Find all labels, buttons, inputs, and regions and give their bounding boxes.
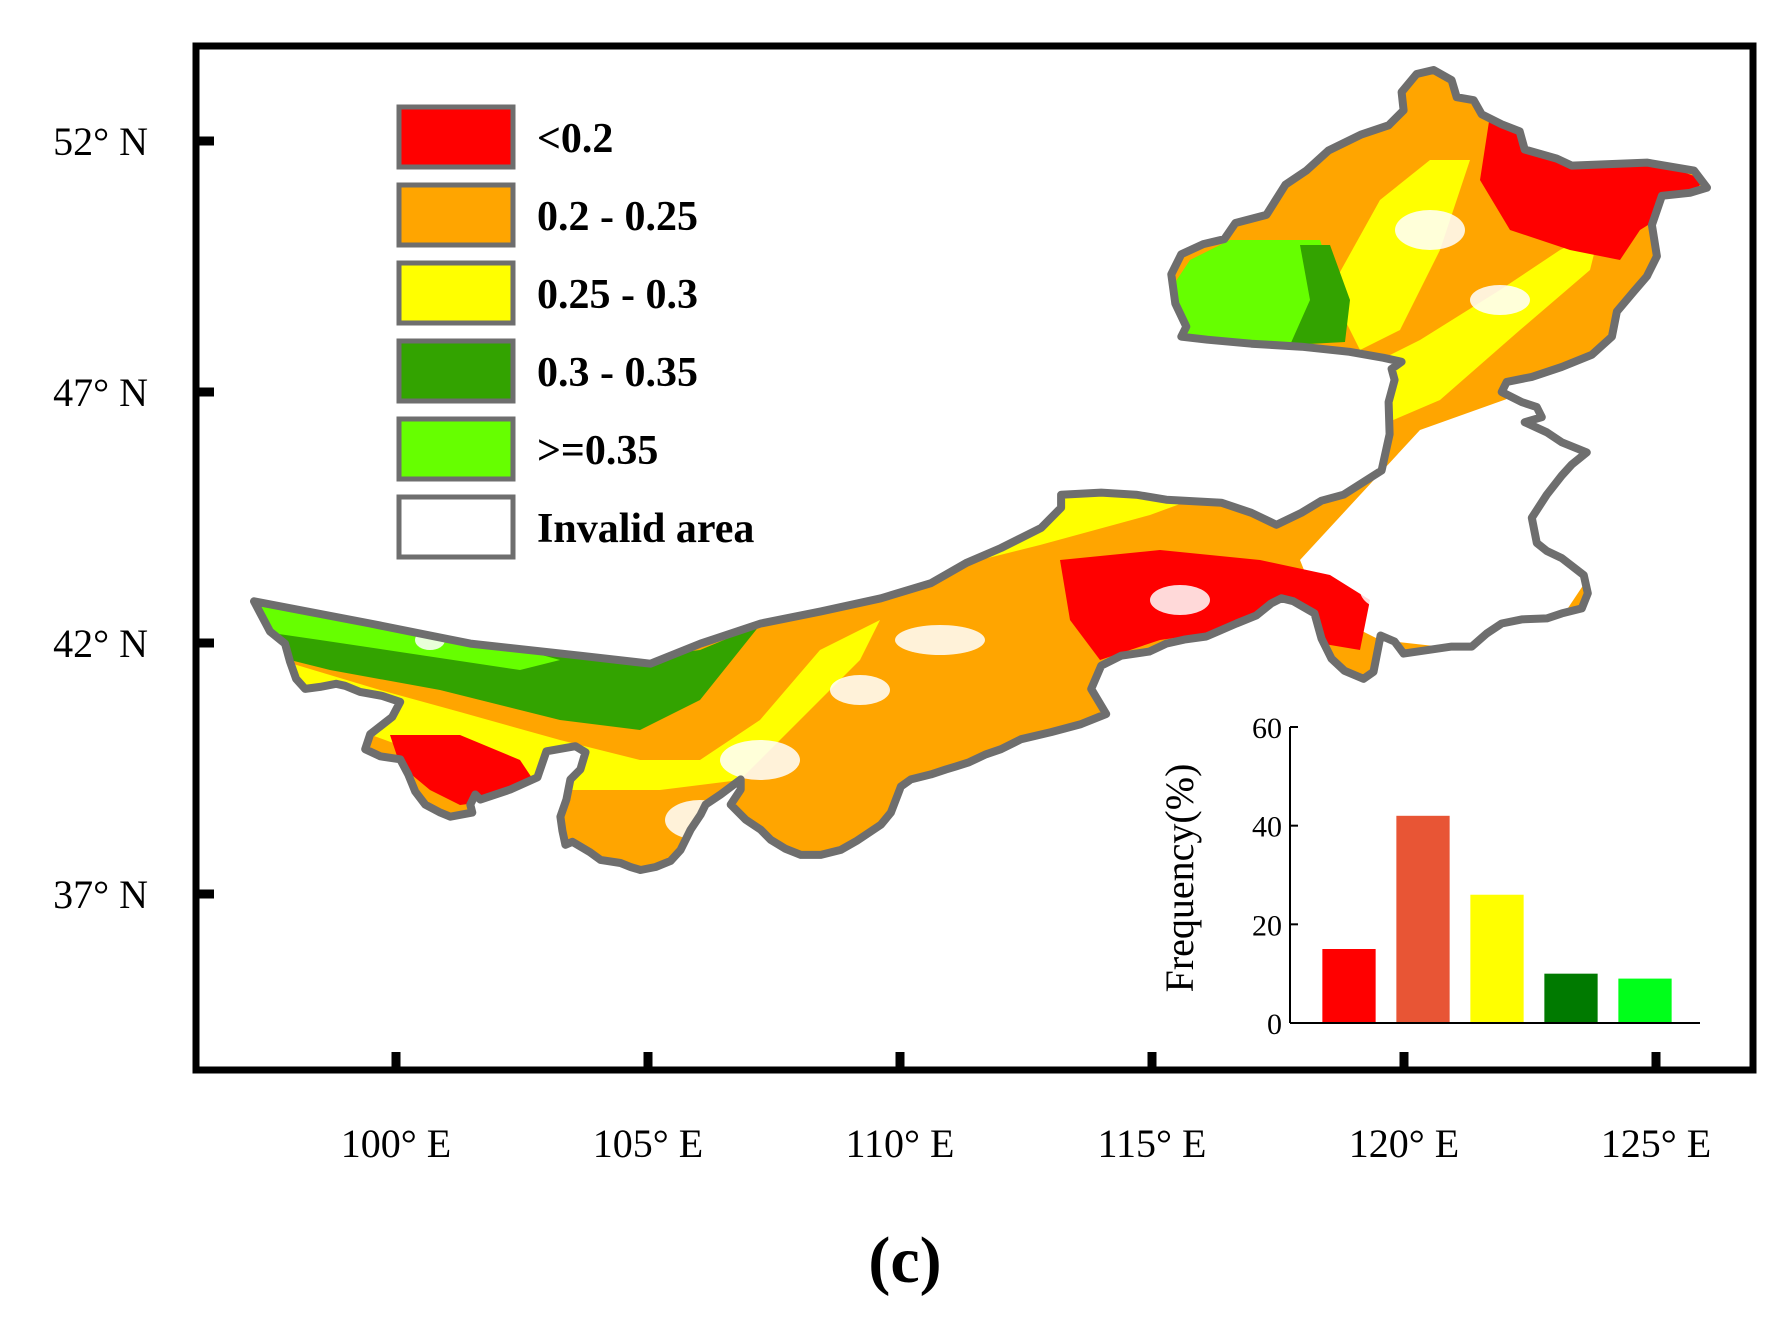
- inset-y-tick-label: 60: [1252, 712, 1282, 745]
- legend-swatch: [396, 182, 516, 248]
- lon-tick-label: 100° E: [341, 1121, 451, 1166]
- lon-tick-label: 125° E: [1601, 1121, 1711, 1166]
- inset-y-tick-label: 0: [1267, 1008, 1282, 1041]
- legend-item-0-25-0-3: 0.25 - 0.3: [396, 260, 698, 326]
- legend: <0.2 0.2 - 0.25 0.25 - 0.3 0.3 - 0.35 >=0.35…: [396, 104, 754, 560]
- invalid-speckle: [895, 625, 985, 655]
- latitude-axis: 52° N 47° N 42° N 37° N: [53, 119, 214, 917]
- inset-bar: [1618, 978, 1672, 1023]
- legend-item-lt-0-2: <0.2: [396, 104, 613, 170]
- lon-tick-label: 105° E: [593, 1121, 703, 1166]
- invalid-speckle: [1360, 570, 1420, 610]
- lat-tick-label: 47° N: [53, 370, 148, 415]
- legend-item-0-2-0-25: 0.2 - 0.25: [396, 182, 698, 248]
- figure-caption: (c): [868, 1224, 941, 1297]
- lon-tick-label: 115° E: [1098, 1121, 1207, 1166]
- legend-label: <0.2: [537, 116, 613, 162]
- lat-tick-label: 37° N: [53, 872, 148, 917]
- zone-0-25-0-3: [1330, 160, 1470, 350]
- inset-bar: [1544, 973, 1598, 1023]
- inset-y-tick-label: 40: [1252, 811, 1282, 844]
- legend-swatch: [396, 416, 516, 482]
- inset-y-axis-label: Frequency(%): [1157, 764, 1202, 993]
- invalid-speckle: [720, 740, 800, 780]
- legend-item-invalid-area: Invalid area: [396, 494, 754, 560]
- zone-lt-0-2: [390, 735, 540, 805]
- legend-label: 0.3 - 0.35: [537, 350, 698, 396]
- invalid-speckle: [1440, 490, 1520, 550]
- zone-ge-0-35: [1170, 240, 1340, 345]
- invalid-speckle: [1150, 585, 1210, 615]
- longitude-axis: 100° E 105° E 110° E 115° E 120° E 125° E: [341, 1052, 1711, 1166]
- legend-item-0-3-0-35: 0.3 - 0.35: [396, 338, 698, 404]
- lon-tick-label: 110° E: [846, 1121, 955, 1166]
- frequency-inset-chart: 0 20 40 60 Frequency(%): [1157, 712, 1700, 1041]
- lat-tick-label: 42° N: [53, 621, 148, 666]
- legend-swatch: [396, 338, 516, 404]
- legend-label: Invalid area: [537, 506, 754, 552]
- inset-y-tick-label: 20: [1252, 909, 1282, 942]
- inset-bar: [1322, 949, 1376, 1023]
- inset-bar: [1470, 894, 1524, 1023]
- legend-label: 0.2 - 0.25: [537, 194, 698, 240]
- legend-item-ge-0-35: >=0.35: [396, 416, 658, 482]
- region-boundary: [250, 66, 1711, 874]
- zone-0-3-0-35: [1290, 245, 1350, 345]
- invalid-speckle: [1470, 285, 1530, 315]
- legend-swatch: [396, 104, 516, 170]
- lon-tick-label: 120° E: [1349, 1121, 1459, 1166]
- legend-label: 0.25 - 0.3: [537, 272, 698, 318]
- legend-swatch: [396, 494, 516, 560]
- inset-bar: [1396, 815, 1450, 1023]
- legend-swatch: [396, 260, 516, 326]
- invalid-speckle: [1395, 210, 1465, 250]
- lat-tick-label: 52° N: [53, 119, 148, 164]
- invalid-speckle: [830, 675, 890, 705]
- legend-label: >=0.35: [537, 428, 658, 474]
